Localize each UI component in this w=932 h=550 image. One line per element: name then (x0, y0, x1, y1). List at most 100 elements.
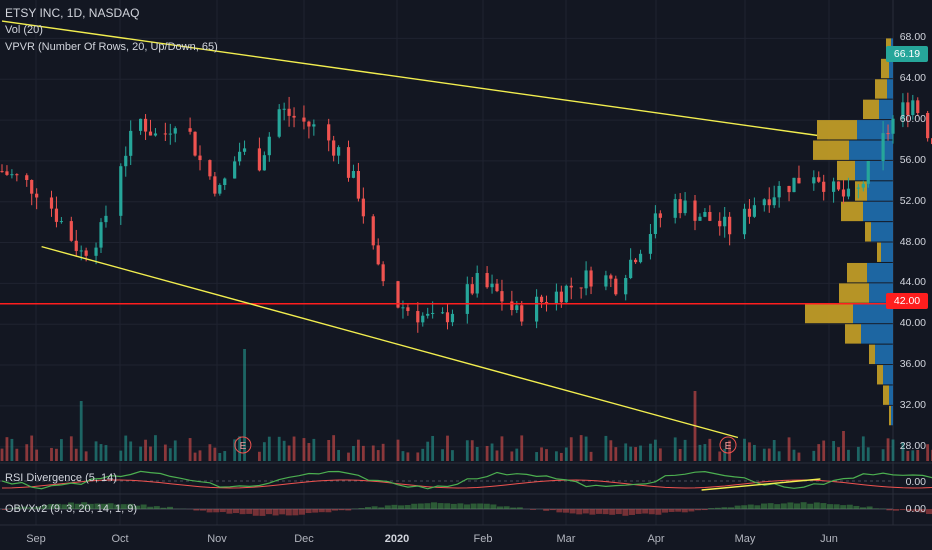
candle-body (124, 155, 128, 167)
obv-histogram-bar (272, 509, 279, 516)
price-tick-label: 64.00 (899, 72, 926, 85)
rsi-signal-line (1, 479, 932, 489)
candle-body (287, 108, 291, 116)
obv-histogram-bar (28, 507, 35, 509)
vpvr-up-bar (853, 303, 893, 324)
candle-body (832, 181, 836, 192)
candle-body (886, 133, 890, 135)
candle-body (292, 115, 296, 118)
price-tick-label: 52.00 (899, 194, 926, 207)
candle-body (119, 166, 123, 216)
volume-bar (277, 436, 281, 461)
obv-legend[interactable]: OBVXv2 (9, 3, 20, 14, 1, 9) (5, 503, 138, 515)
obv-histogram-bar (655, 509, 662, 515)
obv-histogram-bar (305, 509, 312, 514)
candle-body (15, 174, 19, 176)
rsi-legend[interactable]: RSI Divergence (5, 14) (5, 472, 117, 484)
candle-body (470, 284, 474, 294)
obv-histogram-bar (153, 506, 160, 509)
obv-histogram-bar (833, 504, 840, 509)
time-tick-label: Oct (111, 533, 129, 545)
candlestick-series (0, 92, 932, 333)
obv-histogram-bar (206, 509, 213, 513)
obv-histogram-bar (596, 509, 602, 514)
candle-body (143, 118, 148, 132)
volume-bar (698, 444, 702, 461)
candle-body (629, 259, 633, 279)
candle-body (346, 147, 351, 178)
obv-histogram-bar (391, 504, 398, 509)
volume-bar (188, 438, 192, 461)
volume-bar (609, 440, 613, 461)
obv-histogram-bar (615, 509, 622, 515)
candle-body (406, 307, 410, 312)
volume-bar (79, 401, 83, 461)
candle-body (911, 100, 915, 116)
volume-bar (30, 435, 34, 461)
candle-body (881, 133, 885, 161)
candle-body (163, 133, 167, 135)
obv-histogram-bar (747, 504, 754, 509)
obv-histogram-bar (569, 509, 576, 514)
symbol-legend[interactable]: ETSY INC, 1D, NASDAQ (5, 6, 140, 20)
rsi-axis-value: 0.00 (905, 476, 926, 488)
candle-body (836, 181, 841, 190)
volume-legend[interactable]: Vol (20) (5, 24, 43, 36)
vpvr-legend[interactable]: VPVR (Number Of Rows, 20, Up/Down, 65) (5, 41, 218, 53)
obv-histogram-bar (754, 505, 761, 509)
volume-bar (475, 446, 479, 461)
candle-body (5, 171, 9, 175)
obv-histogram-bar (398, 505, 404, 509)
volume-bar (258, 451, 261, 461)
volume-bar (510, 451, 514, 461)
candle-body (223, 178, 227, 185)
obv-histogram-bar (457, 503, 464, 509)
obv-histogram-bar (662, 509, 668, 513)
obv-histogram-bar (114, 504, 121, 509)
obv-histogram-bar (800, 502, 807, 509)
vpvr-down-bar (847, 262, 867, 283)
candle-body (752, 205, 756, 217)
vpvr-up-bar (863, 201, 893, 222)
candle-body (683, 200, 687, 214)
candle-body (678, 199, 682, 214)
volume-bar (589, 451, 593, 461)
rsi-line (1, 470, 932, 490)
obv-histogram-bar (708, 508, 715, 509)
candle-body (238, 151, 242, 162)
volume-bar (84, 451, 88, 461)
price-tick-label: 56.00 (899, 153, 926, 166)
obv-axis-value: 0.00 (905, 503, 926, 515)
vpvr-down-bar (883, 385, 889, 405)
obv-histogram-bar (299, 509, 305, 515)
candle-body (515, 305, 519, 311)
earnings-marker-ring (234, 436, 252, 454)
volume-bar (154, 435, 157, 461)
candle-body (609, 275, 613, 279)
obv-histogram-bar (721, 507, 728, 509)
volume-bar (649, 443, 652, 461)
volume-bar (426, 441, 430, 461)
obv-histogram-bar (556, 509, 563, 513)
volume-bar (881, 449, 885, 461)
volume-bar (753, 444, 756, 461)
trendline (1, 20, 818, 137)
volume-bar (238, 436, 241, 461)
vpvr-down-bar (841, 201, 863, 222)
candle-body (35, 193, 39, 198)
obv-pane (0, 502, 932, 516)
candle-body (262, 155, 266, 171)
candle-body (356, 170, 360, 199)
candle-body (401, 307, 405, 309)
volume-bar (718, 451, 722, 461)
candle-body (817, 177, 821, 182)
obv-histogram-bar (589, 509, 596, 515)
candle-body (277, 109, 281, 137)
obv-histogram-bar (127, 503, 134, 509)
vpvr-down-bar (877, 242, 881, 262)
volume-bar (634, 447, 637, 461)
volume-bar (218, 452, 222, 461)
volume-bar (916, 450, 920, 461)
obv-histogram-bar (886, 509, 893, 511)
